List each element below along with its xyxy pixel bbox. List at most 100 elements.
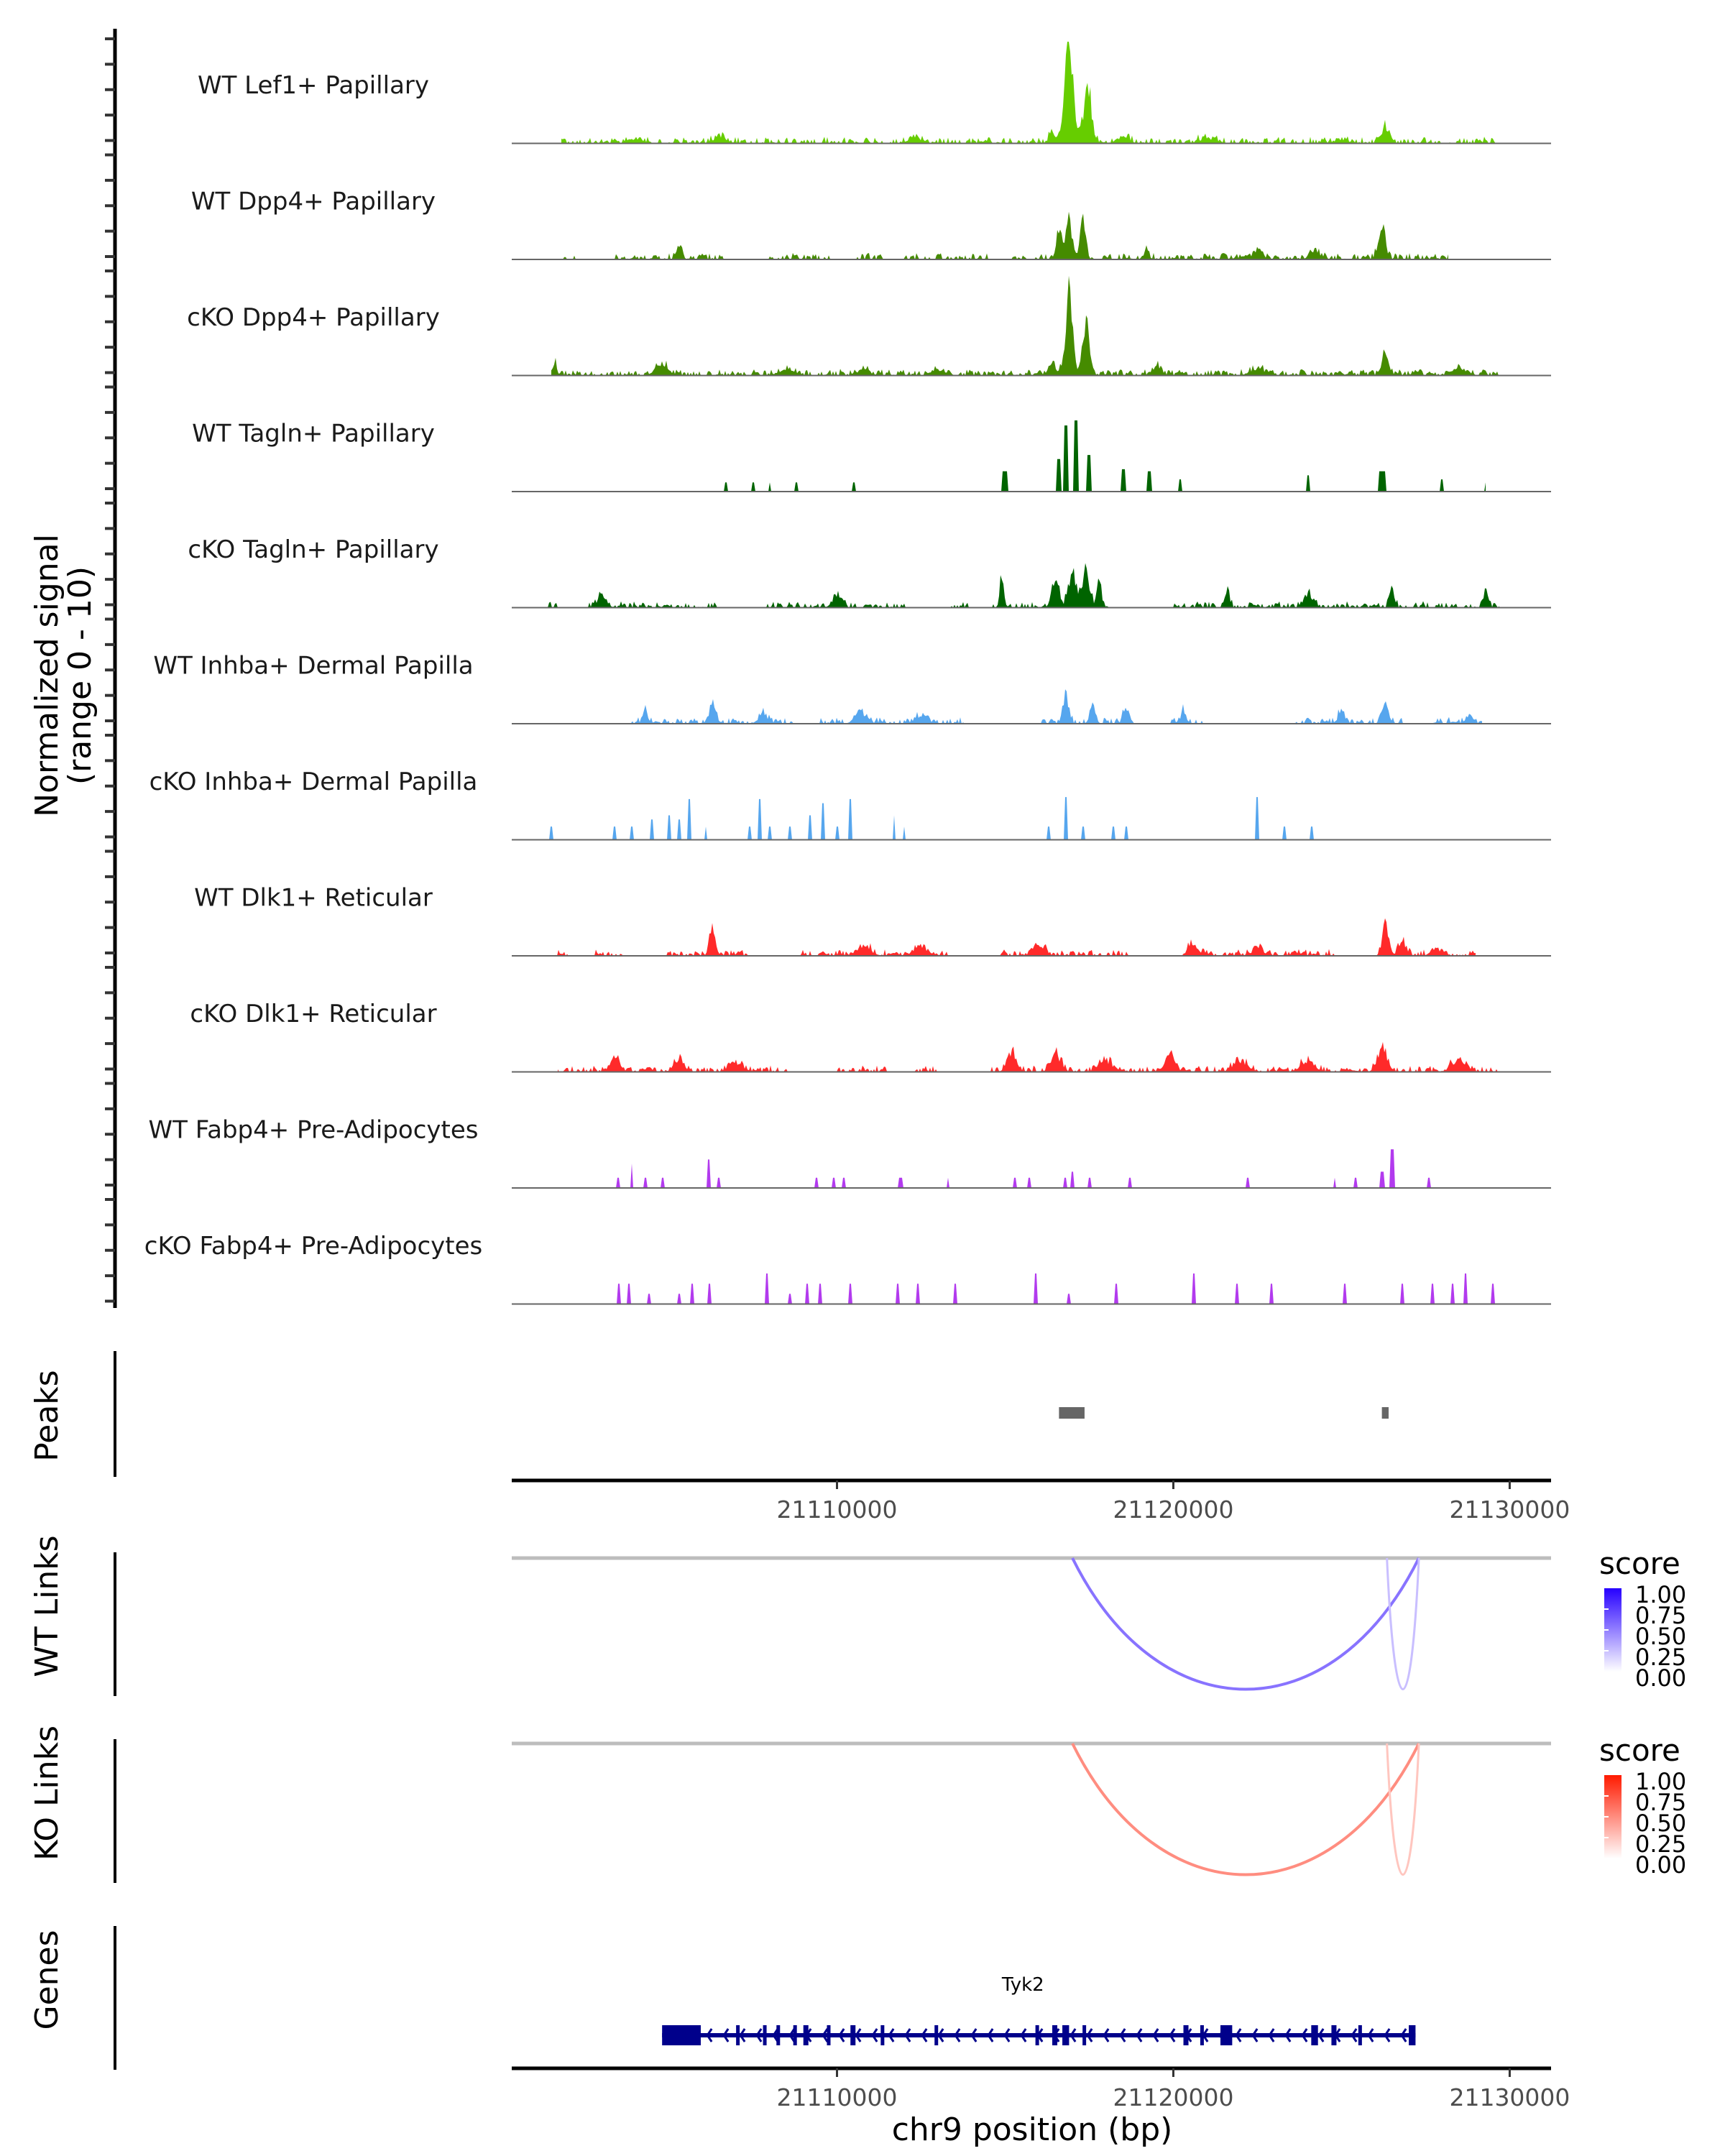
strand-arrow	[788, 2028, 796, 2042]
strand-arrow	[722, 2028, 730, 2042]
gene-exon	[662, 2025, 701, 2045]
coverage-ylabel-line2: (range 0 - 10)	[62, 566, 98, 785]
strand-arrow	[954, 2028, 961, 2042]
gene-exon	[1062, 2025, 1070, 2045]
coverage-track: WT Fabp4+ Pre-Adipocytes	[149, 1116, 1551, 1189]
strand-arrow	[838, 2028, 845, 2042]
track-label: WT Dlk1+ Reticular	[194, 884, 433, 913]
gene-exon	[880, 2025, 885, 2045]
strand-arrow	[1301, 2028, 1308, 2042]
track-label: cKO Dlk1+ Reticular	[190, 1000, 436, 1028]
x-tick-label: 21120000	[1113, 1496, 1233, 1524]
strand-arrow	[1367, 2028, 1374, 2042]
peak-interval	[1059, 1407, 1085, 1419]
coverage-track: WT Dlk1+ Reticular	[194, 884, 1551, 957]
signal-area	[548, 563, 1499, 608]
strand-arrow	[871, 2028, 878, 2042]
gene-exon	[827, 2025, 831, 2045]
legend-tick-label: 0.50	[1635, 1810, 1686, 1837]
track-label: cKO Inhba+ Dermal Papilla	[150, 768, 478, 796]
genes-track-label: Genes	[29, 1930, 65, 2030]
peak-interval	[1381, 1407, 1389, 1419]
legend-tick-label: 0.00	[1635, 1851, 1686, 1879]
strand-arrow	[1103, 2028, 1110, 2042]
x-tick-label: 21120000	[1113, 2083, 1233, 2111]
strand-arrow	[1400, 2028, 1407, 2042]
link-arc	[1071, 1743, 1420, 1876]
peaks-track	[1059, 1407, 1389, 1419]
signal-area	[548, 797, 1321, 840]
signal-area	[612, 1149, 1443, 1188]
legend-tick-label: 1.00	[1635, 1768, 1686, 1795]
coverage-ylabel-line1: Normalized signal	[29, 534, 65, 817]
link-arc	[1071, 1557, 1420, 1691]
gene-exon	[1409, 2025, 1416, 2045]
strand-arrow	[970, 2028, 978, 2042]
coverage-track: WT Dpp4+ Papillary	[191, 188, 1551, 260]
gene-exon	[736, 2025, 740, 2045]
track-label: cKO Dpp4+ Papillary	[187, 303, 440, 332]
gene-exon	[793, 2025, 797, 2045]
gene-exon	[1183, 2025, 1189, 2045]
signal-area	[561, 42, 1499, 144]
strand-arrow	[1317, 2028, 1325, 2042]
strand-arrow	[772, 2028, 779, 2042]
coverage-track: WT Tagln+ Papillary	[192, 420, 1551, 492]
gene-exon	[776, 2025, 781, 2045]
coverage-track: cKO Fabp4+ Pre-Adipocytes	[144, 1232, 1551, 1305]
gene-exon	[1358, 2025, 1362, 2045]
legend-tick-label: 0.75	[1635, 1789, 1686, 1816]
strand-arrow	[1251, 2028, 1259, 2042]
x-axis-top: 21110000 21120000 21130000	[512, 1478, 1570, 1524]
strand-arrow	[987, 2028, 994, 2042]
coverage-track: WT Inhba+ Dermal Papilla	[153, 652, 1551, 724]
coverage-track: cKO Inhba+ Dermal Papilla	[150, 768, 1551, 841]
coverage-track: cKO Tagln+ Papillary	[188, 535, 1551, 609]
strand-arrow	[822, 2028, 829, 2042]
track-label: WT Lef1+ Papillary	[198, 71, 429, 100]
strand-arrow	[1003, 2028, 1011, 2042]
x-tick-label: 21130000	[1449, 1496, 1570, 1524]
legend-title: score	[1599, 1733, 1680, 1768]
legend-tick-label: 0.00	[1635, 1664, 1686, 1692]
strand-arrow	[1351, 2028, 1358, 2042]
x-tick-label: 21110000	[777, 1496, 898, 1524]
strand-arrow	[1086, 2028, 1093, 2042]
strand-arrow	[1235, 2028, 1242, 2042]
strand-arrow	[1152, 2028, 1159, 2042]
strand-arrow	[1020, 2028, 1027, 2042]
signal-area	[615, 1273, 1499, 1304]
legend-tick-label: 0.50	[1635, 1623, 1686, 1650]
x-axis-bottom: 21110000 21120000 21130000	[512, 2066, 1570, 2111]
legend-tick-label: 1.00	[1635, 1581, 1686, 1608]
wt-links-label: WT Links	[29, 1535, 65, 1677]
gene-exon	[763, 2025, 767, 2045]
x-axis-title: chr9 position (bp)	[892, 2111, 1173, 2148]
track-label: cKO Fabp4+ Pre-Adipocytes	[144, 1232, 483, 1261]
gene-exon	[1311, 2025, 1318, 2045]
signal-area	[551, 275, 1499, 376]
legend-title: score	[1599, 1546, 1680, 1581]
gene-exon	[1220, 2025, 1233, 2045]
strand-arrow	[855, 2028, 862, 2042]
legend-tick-label: 0.75	[1635, 1602, 1686, 1629]
strand-arrow	[921, 2028, 928, 2042]
peaks-track-label: Peaks	[29, 1370, 65, 1461]
x-tick-label: 21110000	[777, 2083, 898, 2111]
gene: Tyk2	[662, 1974, 1416, 2045]
coverage-track: cKO Dpp4+ Papillary	[187, 275, 1551, 377]
signal-area	[719, 420, 1486, 492]
link-arc	[1386, 1557, 1420, 1690]
signal-area	[561, 211, 1448, 259]
wt-links-track	[512, 1556, 1551, 1691]
strand-arrow	[706, 2028, 713, 2042]
coverage-track: cKO Dlk1+ Reticular	[190, 1000, 1551, 1073]
coverage-track: WT Lef1+ Papillary	[198, 42, 1551, 144]
signal-area	[628, 689, 1482, 724]
strand-arrow	[1070, 2028, 1077, 2042]
gene-exon	[1052, 2025, 1058, 2045]
gene-exon	[803, 2025, 809, 2045]
track-label: WT Inhba+ Dermal Papilla	[153, 652, 473, 681]
